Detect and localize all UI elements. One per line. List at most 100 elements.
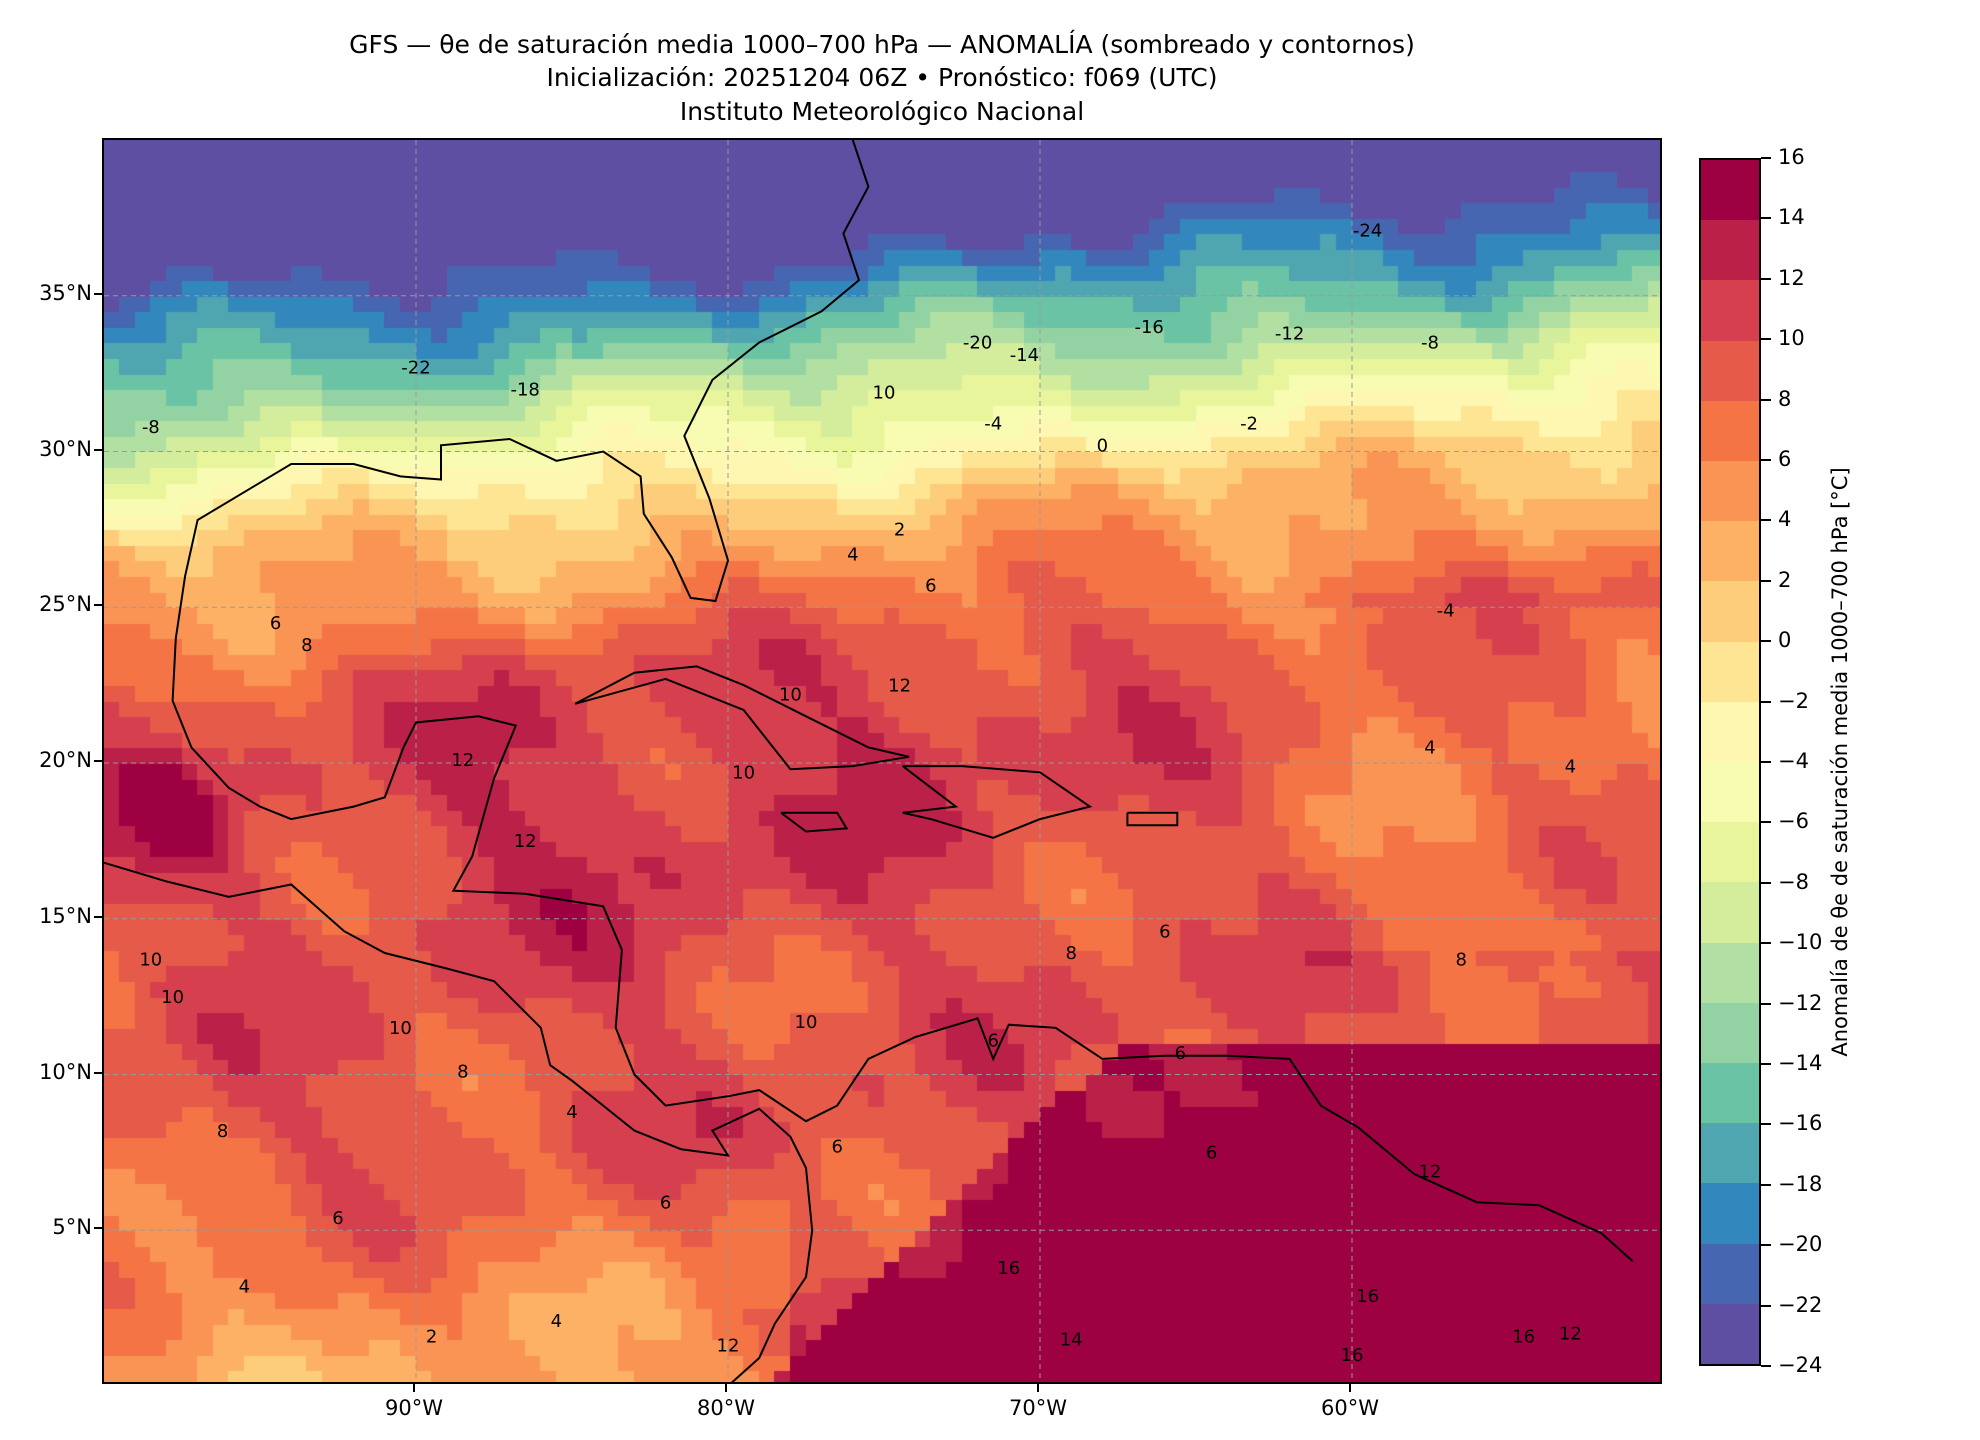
colorbar-tick-label: −12 <box>1778 990 1823 1015</box>
colorbar-bin <box>1701 1063 1759 1124</box>
colorbar-bin <box>1701 1303 1759 1365</box>
contour-label: 12 <box>451 750 474 771</box>
contour-label: 4 <box>551 1311 562 1332</box>
colorbar-tick-mark <box>1761 640 1771 643</box>
colorbar-tick-label: 6 <box>1778 447 1792 471</box>
colorbar-bin <box>1701 340 1759 401</box>
contour-label: -8 <box>1421 333 1439 354</box>
lat-tick-label: 30°N <box>39 436 92 461</box>
contour-label: 10 <box>795 1012 818 1033</box>
lat-tick-label: 10°N <box>39 1059 92 1084</box>
colorbar-tick-label: −8 <box>1778 869 1809 894</box>
contour-label: 4 <box>847 545 858 566</box>
lat-tick-mark <box>94 292 102 295</box>
contour-label: 16 <box>1356 1286 1379 1307</box>
contour-label: -16 <box>1134 317 1163 338</box>
contour-label: 6 <box>987 1030 998 1051</box>
contour-label: -2 <box>1240 414 1258 435</box>
colorbar-bin <box>1701 160 1759 221</box>
contour-label: -12 <box>1275 323 1304 344</box>
lat-tick-mark <box>94 604 102 607</box>
colorbar-tick-label: 4 <box>1778 507 1792 532</box>
lat-tick-label: 25°N <box>39 592 92 617</box>
colorbar-bin <box>1701 882 1759 943</box>
lat-tick-mark <box>94 760 102 762</box>
contour-label: 10 <box>873 383 896 404</box>
coastline <box>574 665 910 771</box>
contour-label: 6 <box>1206 1143 1217 1164</box>
colorbar-bin <box>1701 461 1759 522</box>
coastline <box>1126 811 1179 827</box>
colorbar-bin <box>1701 762 1759 823</box>
colorbar-bin <box>1701 521 1759 582</box>
colorbar-tick-label: −18 <box>1778 1171 1823 1196</box>
lat-tick-mark <box>94 1071 102 1074</box>
colorbar-tick-label: 10 <box>1778 326 1805 351</box>
colorbar-tick-label: 8 <box>1778 386 1792 411</box>
colorbar-tick-label: −16 <box>1778 1111 1823 1136</box>
colorbar-tick-mark <box>1761 700 1771 703</box>
lon-tick-mark <box>1349 1384 1351 1392</box>
colorbar-tick-label: −20 <box>1778 1232 1823 1257</box>
colorbar-tick-label: −6 <box>1778 809 1809 834</box>
contour-label: 12 <box>888 675 911 696</box>
colorbar-tick-label: 2 <box>1778 567 1792 592</box>
colorbar-tick-label: 16 <box>1778 145 1805 169</box>
colorbar-tick-label: −22 <box>1778 1292 1823 1317</box>
contour-label: -4 <box>984 414 1002 435</box>
coastline <box>902 765 1093 839</box>
colorbar-tick-mark <box>1761 1304 1771 1307</box>
colorbar-tick-mark <box>1761 1365 1771 1367</box>
contour-label: 10 <box>389 1018 412 1039</box>
contour-label: -18 <box>510 379 539 400</box>
colorbar-tick-label: −10 <box>1778 930 1823 955</box>
colorbar-tick-label: 12 <box>1778 265 1805 290</box>
colorbar-tick-label: −24 <box>1778 1353 1823 1377</box>
contour-label: 4 <box>239 1277 250 1298</box>
contour-label: 10 <box>139 949 162 970</box>
colorbar-tick-mark <box>1761 1244 1771 1247</box>
contour-label: 6 <box>1175 1043 1186 1064</box>
colorbar-bin <box>1701 1243 1759 1304</box>
contour-label: -8 <box>142 417 160 438</box>
colorbar-tick-mark <box>1761 217 1771 220</box>
contour-label: 12 <box>1559 1323 1582 1344</box>
colorbar-bin <box>1701 581 1759 642</box>
colorbar-bin <box>1701 400 1759 462</box>
colorbar-label: Anomalía de θe de saturación media 1000–… <box>1828 467 1852 1057</box>
contour-label: 2 <box>894 520 905 541</box>
contour-label: 8 <box>1065 943 1076 964</box>
map-plot-area: -24 -22 -20 -18 -16 -14 -12 10 -8 -8 -4 -2 0 2 4 6 6 8 12 1… <box>102 138 1662 1384</box>
colorbar-tick-mark <box>1761 1183 1771 1186</box>
lon-tick-mark <box>413 1384 415 1392</box>
contour-label: 6 <box>660 1192 671 1213</box>
contour-label: 6 <box>1159 921 1170 942</box>
colorbar-tick-label: −4 <box>1778 749 1809 773</box>
contour-label: 12 <box>514 831 537 852</box>
lat-tick-label: 5°N <box>52 1215 92 1240</box>
colorbar-tick-mark <box>1761 277 1771 280</box>
colorbar-bin <box>1701 1002 1759 1064</box>
chart-title: GFS — θe de saturación media 1000–700 hP… <box>349 30 1415 59</box>
lat-tick-mark <box>94 448 102 451</box>
coastline <box>104 861 814 1382</box>
contour-label: 6 <box>925 576 936 597</box>
contour-label: 6 <box>270 613 281 634</box>
contour-label: 16 <box>1512 1326 1535 1347</box>
colorbar-tick-mark <box>1761 157 1771 159</box>
colorbar-bin <box>1701 1183 1759 1244</box>
colorbar-bin <box>1701 942 1759 1003</box>
chart-subtitle: Inicialización: 20251204 06Z • Pronóstic… <box>546 63 1218 92</box>
contour-label: 10 <box>732 763 755 784</box>
contour-label: 14 <box>1060 1330 1083 1351</box>
colorbar-tick-mark <box>1761 579 1771 582</box>
colorbar-tick-label: −2 <box>1778 688 1809 713</box>
colorbar-tick-mark <box>1761 398 1771 401</box>
contour-label: 4 <box>1565 756 1576 777</box>
colorbar-tick-mark <box>1761 942 1771 945</box>
lon-tick-label: 70°W <box>1009 1396 1067 1420</box>
coastline <box>780 811 849 833</box>
lon-tick-label: 80°W <box>697 1396 755 1420</box>
colorbar-bin <box>1701 641 1759 702</box>
colorbar-tick-mark <box>1761 1002 1771 1005</box>
